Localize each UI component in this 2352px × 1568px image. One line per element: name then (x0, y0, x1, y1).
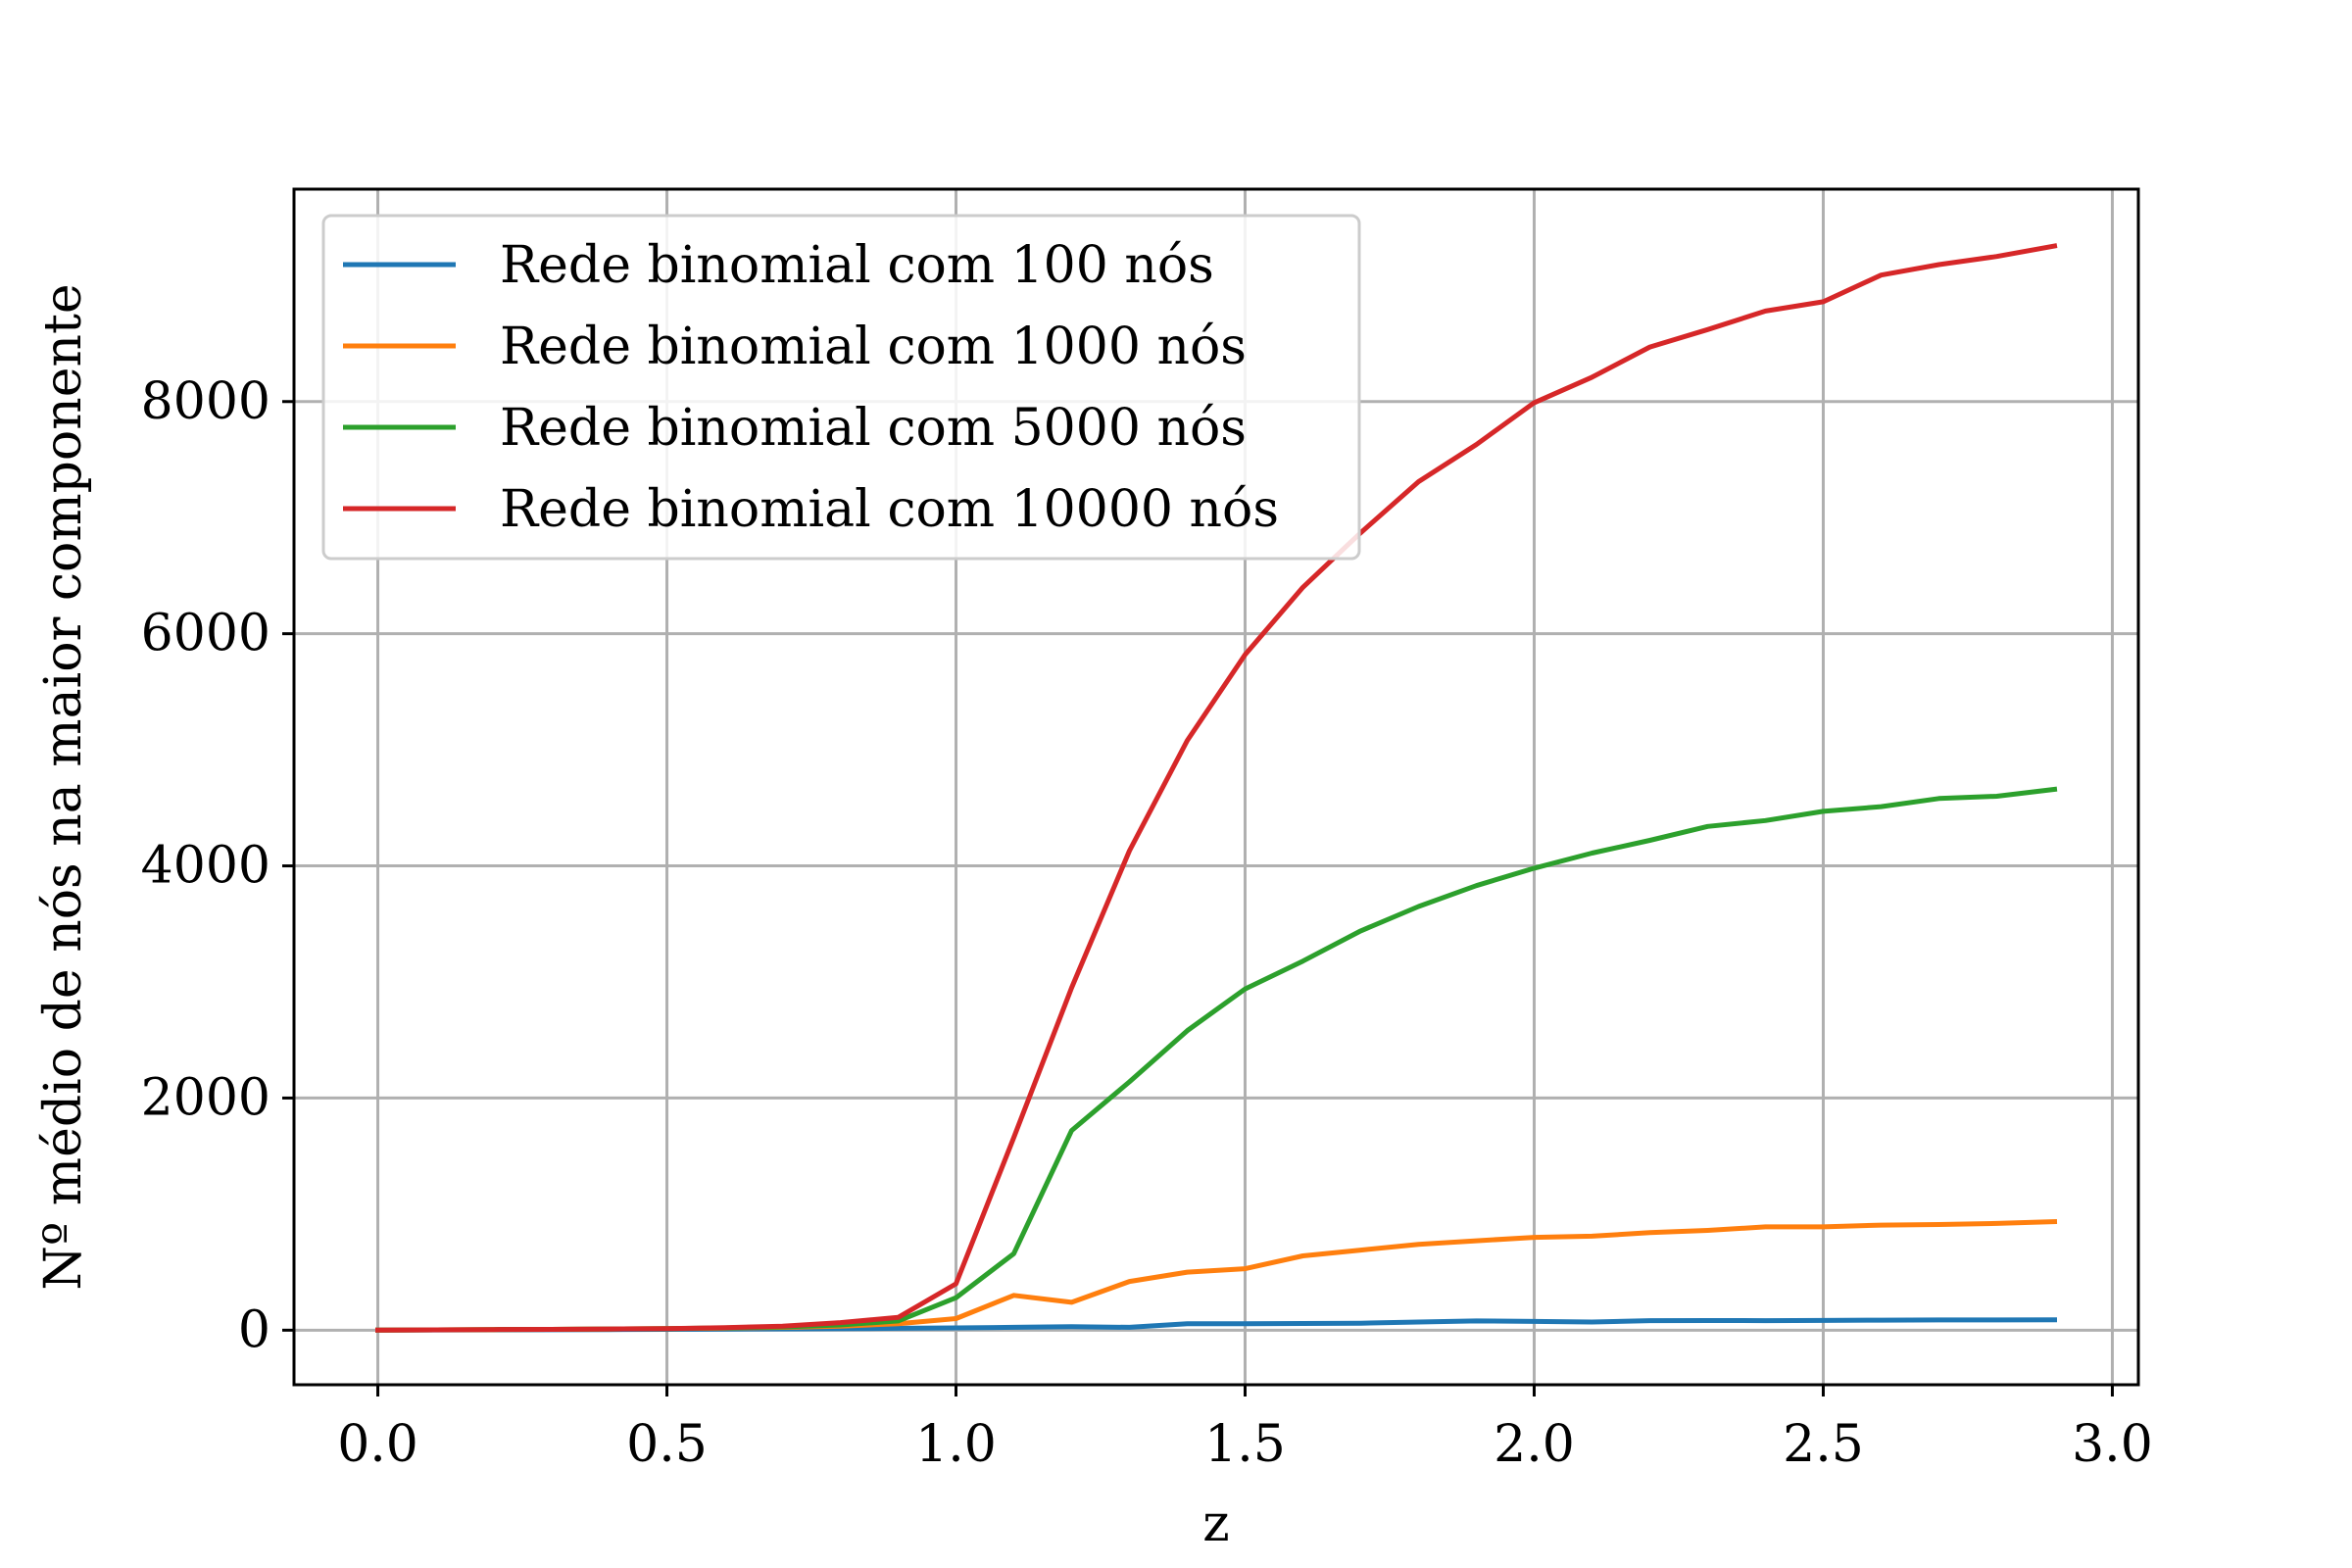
x-axis: 0.0 0.5 1.0 1.5 2.0 2.5 3.0 (337, 1385, 2153, 1474)
y-tick-label: 4000 (141, 837, 270, 896)
x-tick-label: 2.5 (1783, 1415, 1864, 1474)
legend-label: Rede binomial com 5000 nós (500, 399, 1247, 458)
x-tick-label: 3.0 (2072, 1415, 2153, 1474)
plot-frame (292, 187, 2140, 1387)
y-tick-label: 6000 (141, 605, 270, 663)
x-axis-label: z (1202, 1494, 1229, 1553)
y-axis-label: Nº médio de nós na maior componente (34, 283, 93, 1290)
y-tick-label: 0 (238, 1300, 270, 1359)
legend-label: Rede binomial com 10000 nós (500, 480, 1279, 539)
x-tick-label: 0.5 (626, 1415, 708, 1474)
x-tick-label: 1.0 (915, 1415, 997, 1474)
legend: Rede binomial com 100 nós Rede binomial c… (321, 214, 1361, 561)
x-tick-label: 0.0 (337, 1415, 418, 1474)
legend-label: Rede binomial com 100 nós (500, 236, 1214, 295)
x-tick-label: 1.5 (1204, 1415, 1286, 1474)
series-line-4 (374, 243, 2058, 1333)
series-group (374, 243, 2058, 1333)
y-tick-label: 2000 (141, 1068, 270, 1127)
legend-label: Rede binomial com 1000 nós (500, 318, 1247, 376)
y-axis: 0 2000 4000 6000 8000 (141, 372, 294, 1359)
x-tick-label: 2.0 (1494, 1415, 1575, 1474)
y-tick-label: 8000 (141, 372, 270, 431)
legend-box (321, 214, 1361, 561)
